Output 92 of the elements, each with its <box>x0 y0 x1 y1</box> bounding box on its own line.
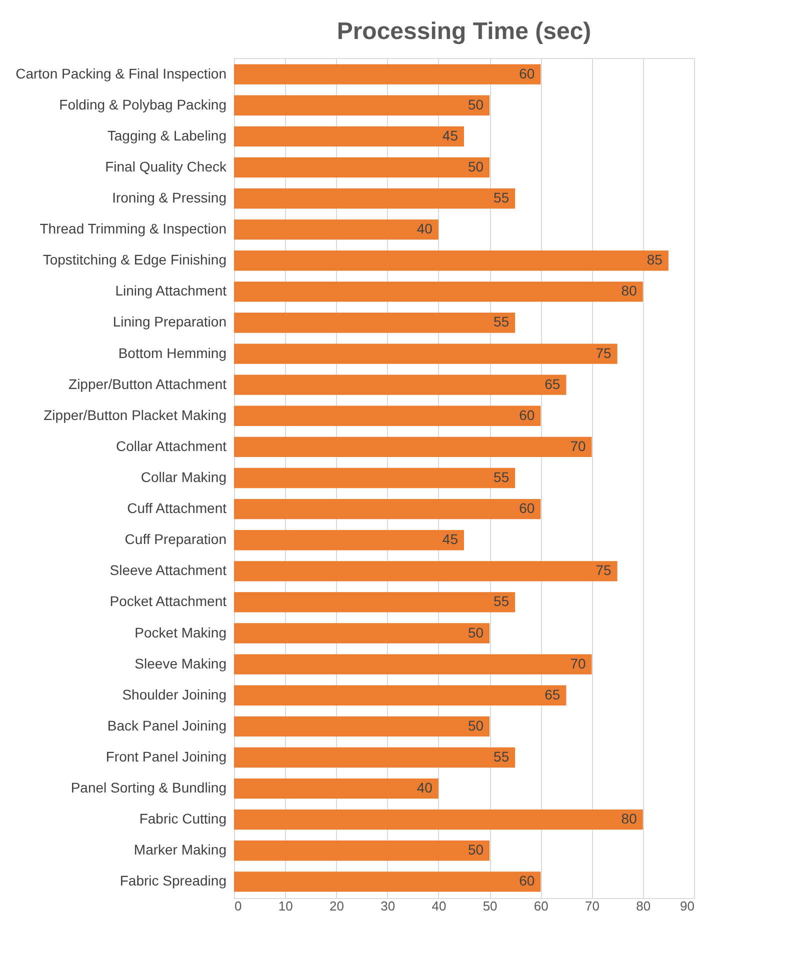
data-label: 85 <box>646 252 663 268</box>
y-tick-label: Fabric Spreading <box>120 872 226 889</box>
bar <box>234 716 490 737</box>
data-label: 50 <box>468 842 484 858</box>
y-tick-label: Shoulder Joining <box>122 686 226 702</box>
data-label: 45 <box>442 127 458 144</box>
data-label: 80 <box>621 282 638 299</box>
data-label: 55 <box>494 190 510 206</box>
data-label: 55 <box>494 314 510 330</box>
bar <box>234 344 618 364</box>
y-tick-label: Final Quality Check <box>105 158 228 174</box>
y-tick-label: Panel Sorting & Bundling <box>70 780 226 796</box>
y-tick-label: Zipper/Button Attachment <box>68 376 227 392</box>
y-tick-label: Fabric Cutting <box>139 810 226 827</box>
bar <box>234 64 541 84</box>
data-label: 55 <box>494 469 510 485</box>
y-tick-label: Bottom Hemming <box>118 344 226 361</box>
bar <box>234 312 516 333</box>
y-tick-label: Zipper/Button Placket Making <box>44 406 226 423</box>
data-label: 40 <box>416 780 433 796</box>
y-tick-label: Front Panel Joining <box>106 748 226 764</box>
bar <box>234 809 643 830</box>
bar <box>234 592 516 612</box>
x-tick-label: 10 <box>278 898 293 914</box>
data-label: 80 <box>621 810 638 827</box>
bar <box>234 654 592 674</box>
data-label: 45 <box>442 531 458 548</box>
x-tick-label: 60 <box>534 898 548 914</box>
y-tick-label: Carton Packing & Final Inspection <box>16 65 226 82</box>
data-label: 60 <box>519 872 535 889</box>
y-tick-label: Pocket Attachment <box>110 593 227 610</box>
bar <box>234 747 516 768</box>
y-tick-label: Tagging & Labeling <box>107 127 226 144</box>
data-label: 50 <box>468 158 484 174</box>
bar <box>234 219 438 240</box>
bar <box>234 561 618 582</box>
y-tick-label: Collar Making <box>140 469 226 485</box>
y-tick-label: Folding & Polybag Packing <box>59 96 226 112</box>
bar <box>234 623 490 644</box>
data-label: 55 <box>494 593 510 610</box>
y-tick-label: Pocket Making <box>134 624 226 640</box>
y-tick-label: Sleeve Making <box>134 655 226 672</box>
bar <box>234 530 464 550</box>
bar <box>234 778 438 799</box>
data-label: 65 <box>544 686 560 702</box>
x-tick-label: 0 <box>234 898 242 914</box>
bar <box>234 840 490 861</box>
chart-title: Processing Time (sec) <box>336 18 592 45</box>
bar <box>234 250 668 271</box>
bar <box>234 498 541 520</box>
data-label: 50 <box>468 624 484 640</box>
x-tick-label: 70 <box>585 898 600 914</box>
y-tick-label: Lining Attachment <box>115 282 227 299</box>
x-tick-label: 50 <box>482 898 498 914</box>
data-label: 60 <box>519 406 535 423</box>
data-label: 75 <box>596 344 612 361</box>
bar <box>234 95 490 116</box>
bar <box>234 374 566 395</box>
x-tick-label: 90 <box>680 898 694 914</box>
y-tick-label: Back Panel Joining <box>107 717 226 734</box>
data-label: 55 <box>494 748 510 764</box>
y-tick-label: Marker Making <box>134 842 226 858</box>
bar <box>234 872 541 892</box>
data-label: 60 <box>519 65 535 82</box>
y-tick-label: Cuff Attachment <box>127 500 227 516</box>
data-label: 40 <box>416 220 433 237</box>
bar <box>234 685 566 706</box>
y-tick-label: Lining Preparation <box>112 314 226 330</box>
data-label: 50 <box>468 96 484 112</box>
data-label: 50 <box>468 717 484 734</box>
x-tick-label: 20 <box>329 898 344 914</box>
y-tick-label: Sleeve Attachment <box>110 562 227 578</box>
data-label: 70 <box>570 655 586 672</box>
bar <box>234 436 592 458</box>
data-label: 65 <box>544 376 560 392</box>
y-tick-label: Ironing & Pressing <box>112 190 226 206</box>
x-tick-label: 40 <box>432 898 446 914</box>
x-tick-label: 80 <box>636 898 651 914</box>
data-label: 70 <box>570 438 586 454</box>
data-label: 60 <box>519 500 535 516</box>
bar <box>234 282 643 302</box>
y-tick-label: Collar Attachment <box>116 438 227 454</box>
y-tick-label: Thread Trimming & Inspection <box>40 220 226 237</box>
x-tick-label: 30 <box>380 898 396 914</box>
y-tick-label: Topstitching & Edge Finishing <box>42 252 226 268</box>
bar <box>234 406 541 426</box>
data-label: 75 <box>596 562 612 578</box>
y-tick-label: Cuff Preparation <box>124 531 226 548</box>
bar <box>234 188 516 209</box>
bar <box>234 126 464 147</box>
bar <box>234 468 516 488</box>
bar <box>234 157 490 178</box>
